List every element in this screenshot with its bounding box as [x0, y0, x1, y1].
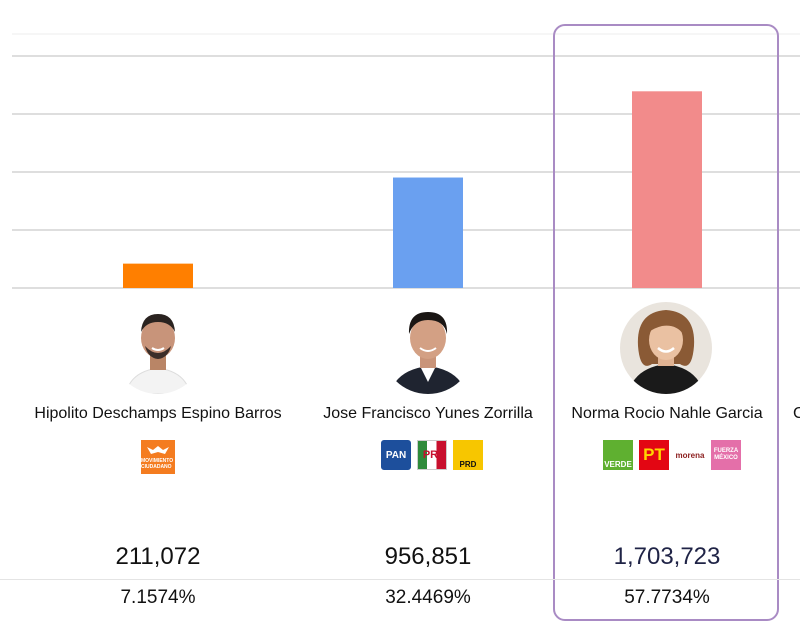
- pan-logo-icon: PAN: [381, 440, 411, 470]
- pt-logo-icon: PT: [639, 440, 669, 470]
- prd-logo-icon: PRD: [453, 440, 483, 470]
- candidate-name: Hipolito Deschamps Espino Barros: [34, 405, 282, 422]
- candidate-photo-avatar: [112, 302, 204, 394]
- candidate-photo-avatar: [620, 302, 712, 394]
- vote-percentage: 7.1574%: [120, 587, 196, 608]
- person-photo-icon: [382, 302, 474, 394]
- vote-count: 1,703,723: [613, 543, 721, 570]
- party-logos: VERDE PT morena FUERZA MÉXICO: [603, 440, 741, 470]
- person-photo-icon: [620, 302, 712, 394]
- candidate-name: Norma Rocio Nahle Garcia: [571, 405, 763, 422]
- morena-logo-icon: morena: [675, 440, 705, 470]
- party-logos: MOVIMIENTO CIUDADANO: [141, 440, 175, 474]
- fuerza-por-mexico-logo-icon: FUERZA MÉXICO: [711, 440, 741, 470]
- vote-percentage: 32.4469%: [385, 587, 471, 608]
- chart-bars: [123, 91, 702, 289]
- person-photo-icon: [112, 302, 204, 394]
- bar-2: [393, 177, 463, 288]
- party-logos: PAN PRI PRD: [381, 440, 483, 470]
- pri-logo-icon: PRI: [417, 440, 447, 470]
- vote-percentage: 57.7734%: [624, 587, 710, 608]
- verde-logo-icon: VERDE: [603, 440, 633, 470]
- bar-1: [123, 263, 193, 288]
- results-divider: [0, 579, 800, 580]
- candidate-photo-avatar: [382, 302, 474, 394]
- bar-chart: [12, 33, 800, 289]
- next-candidate-name-partial: C: [793, 405, 800, 422]
- movimiento-ciudadano-logo-icon: MOVIMIENTO CIUDADANO: [141, 440, 175, 474]
- vote-count: 211,072: [115, 543, 201, 570]
- bar-3: [632, 91, 702, 289]
- vote-count: 956,851: [384, 543, 472, 570]
- candidate-name: Jose Francisco Yunes Zorrilla: [323, 405, 533, 422]
